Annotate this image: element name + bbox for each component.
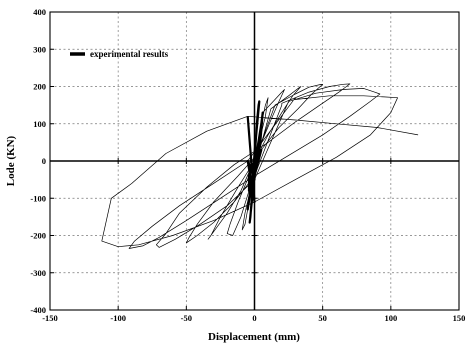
y-tick-label: 200 [33, 82, 46, 92]
x-axis-label: Displacement (mm) [208, 331, 300, 343]
x-tick-label: 150 [453, 313, 466, 323]
x-tick-label: -50 [181, 313, 192, 323]
x-tick-label: 100 [384, 313, 397, 323]
y-axis-label: Lode (KN) [5, 135, 17, 186]
y-tick-label: 300 [33, 44, 46, 54]
y-tick-label: 400 [33, 7, 46, 17]
x-tick-label: 50 [318, 313, 327, 323]
y-tick-label: 100 [33, 119, 46, 129]
series-line [101, 83, 419, 249]
x-tick-label: -100 [110, 313, 126, 323]
y-tick-label: -400 [30, 305, 46, 315]
y-tick-label: 0 [42, 156, 46, 166]
plot-frame [49, 11, 460, 311]
legend: experimental results [70, 49, 169, 59]
y-tick-labels: 400 300 200 100 0 -100 -200 -300 -400 [30, 7, 46, 315]
legend-label: experimental results [90, 49, 169, 59]
series-initial-cycles [246, 100, 264, 224]
x-tick-label: -150 [42, 313, 58, 323]
x-tick-label: 0 [252, 313, 256, 323]
y-tick-label: -100 [30, 193, 46, 203]
data-curves [101, 83, 419, 249]
x-tick-labels: -150 -100 -50 0 50 100 150 [42, 313, 465, 323]
y-tick-label: -200 [30, 231, 46, 241]
y-tick-label: -300 [30, 268, 46, 278]
